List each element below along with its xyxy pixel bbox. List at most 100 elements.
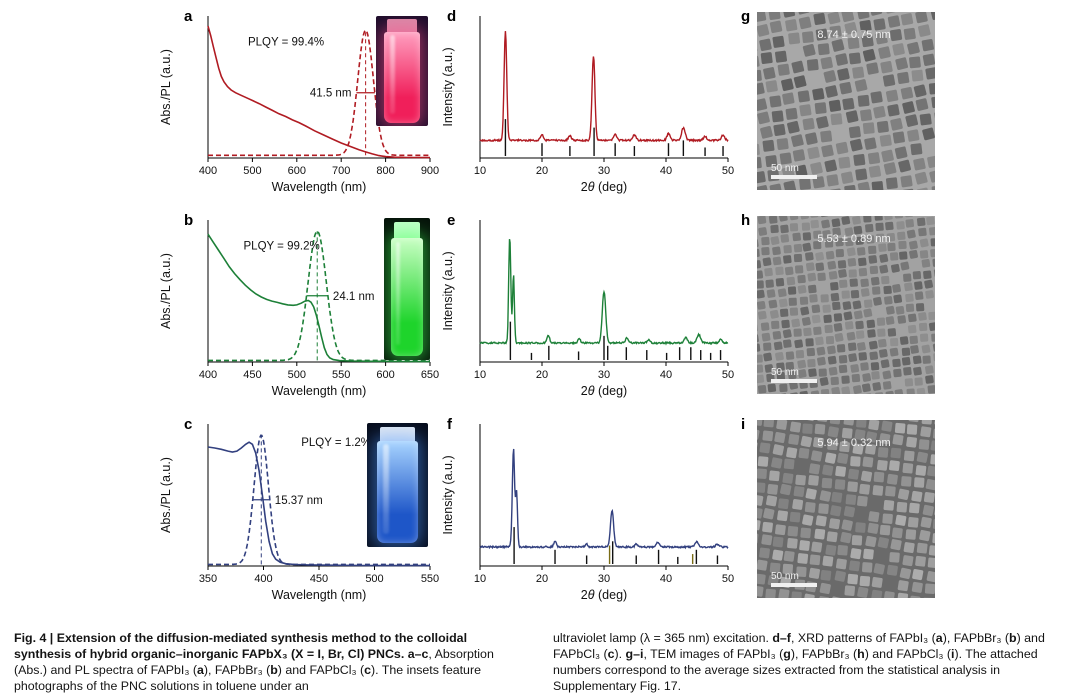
nanocube	[759, 38, 772, 52]
nanocube	[811, 314, 821, 324]
nanocube	[827, 426, 839, 438]
nanocube	[912, 355, 922, 365]
caption-segment: ) and FAPbCl₃ (	[553, 631, 1045, 661]
caption-segment: ), FAPbBr₃ (	[790, 647, 858, 661]
abs-pl-spectrum-chart-a: 400 500 600 700 800 900 Wavelength (nm) Abs./PL…	[159, 16, 439, 194]
tick-label: 20	[536, 369, 548, 381]
nanocube	[897, 231, 906, 241]
nanocube	[878, 243, 887, 252]
nanocube	[856, 342, 866, 351]
nanocube	[873, 563, 885, 575]
nanocube	[890, 539, 902, 551]
nanocube	[887, 15, 901, 28]
nanocube	[878, 46, 891, 59]
nanocube	[793, 486, 805, 497]
nanocube	[763, 67, 776, 80]
nanocube	[779, 308, 789, 317]
nanocube	[760, 125, 773, 139]
nanocube	[904, 282, 913, 292]
tick-label: 900	[421, 165, 439, 177]
nanocube	[854, 429, 866, 441]
nanocube	[837, 544, 848, 556]
nanocube	[757, 559, 768, 571]
nanocube	[842, 97, 855, 111]
nanocube	[789, 511, 801, 523]
axes	[479, 16, 728, 159]
nanocube	[804, 501, 816, 513]
nanocube	[875, 32, 888, 45]
nanocube	[843, 506, 856, 518]
nanocube	[757, 171, 766, 184]
nanocube	[797, 90, 810, 103]
nanocube	[871, 181, 884, 190]
caption-segment: ). The insets feature photographs of the…	[14, 663, 481, 693]
nanocube	[808, 567, 820, 579]
nanocube	[924, 279, 934, 289]
tick-label: 600	[288, 165, 306, 177]
nanocube	[829, 420, 841, 425]
nanocube	[803, 593, 815, 598]
nanocube	[885, 485, 896, 497]
nanocube	[814, 423, 826, 435]
nanocube	[887, 104, 900, 117]
y-axis-label: Abs./PL (a.u.)	[159, 49, 173, 125]
nanocube	[907, 517, 919, 528]
nanocube	[895, 305, 905, 315]
nanocube	[789, 216, 799, 221]
nanocube	[795, 474, 806, 486]
nanocube	[789, 223, 799, 232]
nanocube	[915, 555, 926, 567]
tem-size-label: 5.53 ± 0.89 nm	[817, 233, 890, 245]
nanocube	[852, 300, 862, 310]
nanocube	[775, 50, 788, 63]
nanocube	[896, 221, 905, 230]
nanocube	[882, 513, 893, 524]
nanocube	[782, 12, 796, 18]
nanocube	[856, 420, 867, 428]
panel-label-i: i	[741, 416, 746, 433]
nanocube	[876, 459, 888, 471]
nanocube	[772, 536, 784, 548]
nanocube	[799, 390, 809, 394]
nanocube	[808, 368, 817, 377]
nanocube	[894, 389, 904, 394]
tick-label: 20	[536, 165, 548, 177]
tick-label: 50	[722, 369, 734, 381]
nanocube	[772, 549, 784, 561]
nanocube	[767, 383, 777, 393]
nanocube	[780, 483, 792, 496]
nanocube	[928, 311, 935, 321]
nanocube	[898, 240, 907, 250]
nanocube	[797, 359, 807, 369]
nanocube	[815, 515, 827, 527]
nanocube	[881, 420, 893, 432]
nanocube	[879, 253, 889, 263]
nanocube	[859, 483, 870, 495]
pl-curve	[208, 29, 430, 157]
nanocube	[865, 223, 874, 233]
nanocube	[772, 444, 785, 456]
tick-label: 500	[243, 165, 261, 177]
nanocube	[870, 362, 880, 371]
nanocube	[802, 242, 812, 252]
nanocube	[850, 456, 861, 467]
nanocube	[885, 390, 895, 394]
nanocube	[931, 185, 935, 190]
nanocube	[757, 468, 767, 479]
nanocube	[848, 269, 857, 278]
nanocube	[757, 482, 766, 493]
nanocube	[767, 483, 779, 495]
nanocube	[831, 491, 843, 503]
nanocube	[770, 224, 779, 234]
nanocube	[858, 267, 868, 277]
nanocube	[851, 535, 863, 546]
nanocube	[910, 143, 923, 156]
caption-segment: g–i	[625, 647, 644, 661]
nanocube	[846, 331, 856, 341]
nanocube	[921, 38, 934, 52]
nanocube	[905, 293, 914, 303]
nanocube	[900, 175, 913, 188]
nanocube	[762, 139, 775, 152]
nanocube	[873, 471, 885, 483]
nanocube	[852, 66, 865, 79]
